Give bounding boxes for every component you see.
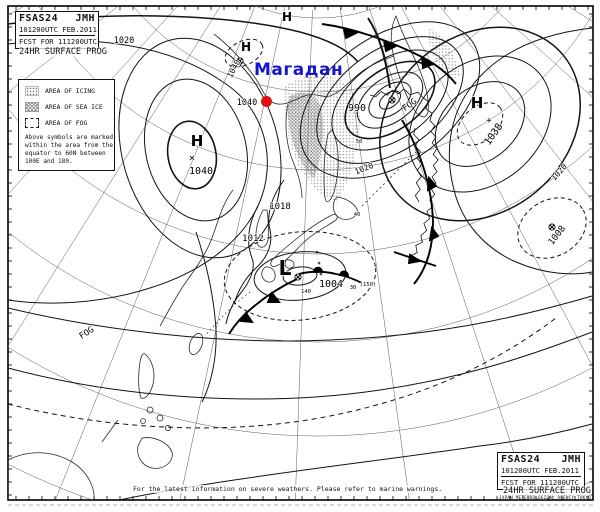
low-value-1004: 1004: [319, 279, 343, 290]
grid-intersection-label: (150): [360, 282, 377, 288]
title-block-top: FSAS24 JMH 101200UTC FEB.2011 FCST FOR 1…: [15, 11, 99, 49]
kyushu: [261, 266, 276, 283]
high-glyph: H: [282, 10, 292, 24]
taiwan: [188, 333, 204, 355]
honshu: [270, 214, 338, 268]
legend-label: AREA OF ICING: [45, 87, 96, 95]
china-coast: [159, 189, 234, 327]
high-value-1040: 1040: [189, 166, 213, 177]
frame-ticks: [8, 6, 593, 500]
center-marker: [236, 57, 244, 65]
legend-label: AREA OF SEA ICE: [45, 103, 103, 111]
fog-label: FOG: [78, 325, 96, 342]
ryukyu-islands: [204, 291, 251, 337]
borneo: [8, 452, 95, 500]
center-plus: +: [486, 116, 492, 126]
prog-label-bottom: 24HR SURFACE PROG: [503, 486, 591, 496]
center-marker: [294, 273, 302, 281]
legend-label: AREA OF FOG: [45, 119, 88, 127]
sakhalin: [323, 129, 339, 203]
center-marker: [548, 223, 556, 231]
chart-code: FSAS24: [501, 454, 541, 465]
fronts: [228, 23, 457, 335]
icing-swatch: [25, 86, 39, 96]
chart-code: FSAS24: [19, 13, 59, 24]
prog-label-top: 24HR SURFACE PROG: [19, 47, 107, 57]
city-marker-dot: [261, 96, 272, 107]
valid-time: FCST FOR 111200UTC: [501, 476, 581, 487]
issue-time: 101200UTC FEB.2011: [19, 25, 97, 34]
center-marker: [388, 96, 396, 104]
luzon: [138, 353, 155, 399]
isobar-label-1020-e: 1020: [549, 162, 569, 182]
chart-org: JMH: [75, 13, 95, 24]
isobar-label-1012: 1012: [242, 234, 264, 244]
isobar-label-1020-nw: 1020: [114, 36, 134, 46]
isobar-label-1018: 1018: [269, 202, 291, 212]
fog-swatch: [25, 118, 39, 128]
okhotsk-coast: [213, 33, 395, 105]
amur-coast: [285, 103, 303, 199]
map-frame: [7, 5, 594, 501]
city-label-magadan: Магадан: [254, 60, 344, 80]
isobars: [8, 15, 593, 500]
sea-ice-swatch: [25, 102, 39, 112]
footer-warning-note: For the latest information on severe wea…: [133, 485, 443, 493]
title-block-bottom: FSAS24 JMH 101200UTC FEB.2011 FCST FOR 1…: [497, 452, 585, 490]
issue-time: 101200UTC FEB.2011: [501, 466, 579, 475]
chart-org: JMH: [561, 454, 581, 465]
high-glyph: H: [241, 40, 251, 54]
high-glyph: H: [191, 132, 204, 150]
cold-front: [228, 278, 298, 335]
agency-credit: JAPAN METEOROLOGICAL AGENCY TOKYO: [499, 496, 591, 501]
legend-item-fog: AREA OF FOG: [25, 118, 110, 128]
grid-intersection-label: 40: [354, 212, 361, 218]
legend-item-icing: AREA OF ICING: [25, 86, 110, 96]
valid-time: FCST FOR 111200UTC: [19, 35, 97, 46]
korea: [255, 209, 269, 248]
high-glyph: H: [471, 94, 484, 112]
hokkaido: [332, 196, 359, 220]
grid-intersection-label: 50: [356, 139, 363, 145]
sea-ice-icing-areas: [283, 28, 460, 204]
low-movement: 140: [301, 289, 311, 295]
mindanao: [137, 437, 173, 469]
legend-box: AREA OF ICING AREA OF SEA ICE AREA OF FO…: [18, 79, 115, 171]
warm-front: [298, 270, 363, 284]
kuril-islands: [361, 151, 417, 207]
center-cross: ×: [189, 153, 195, 164]
isobar-label-1040-diag: 1040: [225, 58, 242, 79]
legend-note: Above symbols are marked within the area…: [25, 134, 114, 165]
isobar-label-1040-n: 1040: [237, 98, 257, 108]
shikoku: [284, 259, 295, 269]
grid-intersection-label: 30: [350, 285, 357, 291]
legend-item-sea-ice: AREA OF SEA ICE: [25, 102, 110, 112]
pressure-center-markers: [236, 57, 556, 281]
low-glyph: L: [279, 256, 292, 280]
low-value-990: 990: [348, 103, 366, 114]
coastlines: [8, 14, 429, 500]
fog-label: FOG: [401, 97, 419, 114]
